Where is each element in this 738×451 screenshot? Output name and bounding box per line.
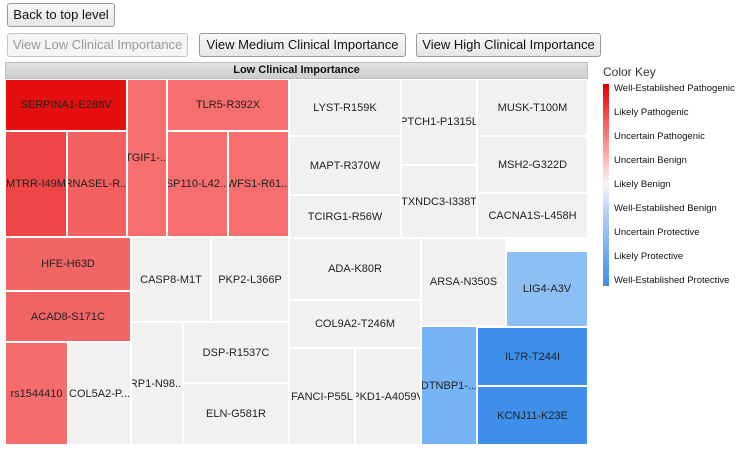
treemap-cell-hfe-h63d[interactable]: HFE-H63D [5,237,131,291]
treemap-cell-label: PKP2-L366P [218,273,282,286]
legend-likely-protective: Likely Protective [614,251,684,262]
treemap-cell-label: SP110-L42... [167,178,228,190]
legend-uncertain-benign: Uncertain Benign [614,155,687,166]
color-key-gradient [603,84,609,286]
treemap-cell-mapt-r370w[interactable]: MAPT-R370W [289,136,401,195]
treemap-cell-cacna1s-l458h[interactable]: CACNA1S-L458H [477,193,588,238]
legend-well-established-protective: Well-Established Protective [614,275,730,286]
legend-well-established-pathogenic: Well-Established Pathogenic [614,83,735,94]
view-low-clinical-importance-button[interactable]: View Low Clinical Importance [7,33,188,57]
treemap-cell-label: DTNBP1-... [421,379,477,392]
treemap-cell-label: CASP8-M1T [140,273,202,286]
legend-uncertain-pathogenic: Uncertain Pathogenic [614,131,705,142]
legend-well-established-benign: Well-Established Benign [614,203,717,214]
view-medium-clinical-importance-button[interactable]: View Medium Clinical Importance [199,33,406,57]
treemap-cell-wfs1[interactable]: WFS1-R61... [228,131,289,237]
treemap-cell-label: IL7R-T244I [504,350,561,363]
treemap-cell-label: HFE-H63D [41,258,95,270]
color-key-title: Color Key [603,65,656,79]
treemap-cell-col5a2[interactable]: COL5A2-P... [68,342,131,445]
treemap-cell-label: MSH2-G322D [497,158,568,171]
treemap-cell-serpina1-e288v[interactable]: SERPINA1-E288V [5,79,127,131]
treemap-cell-ptch1-p1315l[interactable]: PTCH1-P1315L [401,79,477,165]
treemap-cell-label: RP1-N98... [131,377,183,390]
treemap-cell-dtnbp1[interactable]: DTNBP1-... [421,326,477,445]
treemap-cell-lig4-a3v[interactable]: LIG4-A3V [506,251,588,327]
treemap-cell-label: ADA-K80R [328,263,382,275]
treemap-cell-label: PTCH1-P1315L [401,116,477,128]
legend-likely-benign: Likely Benign [614,179,671,190]
treemap-cell-label: LYST-R159K [313,101,377,114]
treemap-cell-sp110[interactable]: SP110-L42... [167,131,228,237]
treemap-cell-label: DSP-R1537C [202,346,270,359]
treemap-cell-msh2-g322d[interactable]: MSH2-G322D [477,136,588,193]
treemap-cell-label: CACNA1S-L458H [488,209,577,222]
treemap: SERPINA1-E288V TGIF1-... TLR5-R392X MTRR… [5,79,588,445]
treemap-cell-tgif1[interactable]: TGIF1-... [127,79,167,237]
treemap-cell-label: ARSA-N350S [429,276,498,288]
treemap-cell-ada-k80r[interactable]: ADA-K80R [289,238,421,300]
treemap-cell-label: MAPT-R370W [309,159,381,172]
treemap-cell-pkp2-l366p[interactable]: PKP2-L366P [211,237,289,322]
treemap-cell-tcirg1-r56w[interactable]: TCIRG1-R56W [289,195,401,238]
treemap-cell-dsp-r1537c[interactable]: DSP-R1537C [183,322,289,383]
treemap-cell-label: TGIF1-... [127,152,167,164]
treemap-cell-kcnj11-k23e[interactable]: KCNJ11-K23E [477,386,588,445]
treemap-cell-label: WFS1-R61... [228,178,289,190]
treemap-cell-rs1544410[interactable]: rs1544410 [5,342,68,445]
treemap-cell-label: TLR5-R392X [195,99,261,111]
treemap-cell-txndc3-i338t[interactable]: TXNDC3-I338T [401,165,477,238]
treemap-cell-arsa-n350s[interactable]: ARSA-N350S [421,238,506,326]
treemap-cell-casp8-m1t[interactable]: CASP8-M1T [131,237,211,322]
treemap-cell-label: KCNJ11-K23E [497,409,568,422]
treemap-cell-col9a2-t246m[interactable]: COL9A2-T246M [289,300,421,348]
treemap-cell-label: FANCI-P55L [291,390,353,403]
back-to-top-level-button[interactable]: Back to top level [7,3,115,27]
treemap-cell-fanci-p55l[interactable]: FANCI-P55L [289,348,355,445]
treemap-cell-label: rs1544410 [10,387,63,400]
treemap-cell-label: COL9A2-T246M [314,318,396,330]
treemap-cell-mtrr-i49m[interactable]: MTRR-I49M [5,131,67,237]
treemap-cell-lyst-r159k[interactable]: LYST-R159K [289,79,401,136]
treemap-cell-label: ELN-G581R [206,408,266,420]
treemap-cell-tlr5-r392x[interactable]: TLR5-R392X [167,79,289,131]
treemap-cell-label: COL5A2-P... [69,387,130,400]
treemap-cell-label: RNASEL-R... [67,178,127,190]
treemap-cell-label: MTRR-I49M [6,178,66,190]
treemap-cell-eln-g581r[interactable]: ELN-G581R [183,383,289,445]
treemap-cell-il7r-t244i[interactable]: IL7R-T244I [477,327,588,386]
treemap-cell-musk-t100m[interactable]: MUSK-T100M [477,79,588,136]
treemap-cell-label: SERPINA1-E288V [20,99,112,111]
treemap-cell-label: LIG4-A3V [522,283,572,295]
treemap-cell-label: ACAD8-S171C [31,310,105,323]
legend-likely-pathogenic: Likely Pathogenic [614,107,689,118]
treemap-cell-rp1-n98[interactable]: RP1-N98... [131,322,183,445]
treemap-cell-pkd1-a4059v[interactable]: PKD1-A4059V [355,348,421,445]
treemap-cell-label: TXNDC3-I338T [401,195,477,208]
legend-uncertain-protective: Uncertain Protective [614,227,700,238]
treemap-cell-label: PKD1-A4059V [355,390,421,403]
treemap-cell-label: MUSK-T100M [497,101,568,114]
treemap-cell-acad8-s171c[interactable]: ACAD8-S171C [5,291,131,342]
treemap-title: Low Clinical Importance [5,62,588,79]
view-high-clinical-importance-button[interactable]: View High Clinical Importance [416,33,601,57]
treemap-cell-label: TCIRG1-R56W [307,210,383,223]
treemap-cell-rnasel[interactable]: RNASEL-R... [67,131,127,237]
